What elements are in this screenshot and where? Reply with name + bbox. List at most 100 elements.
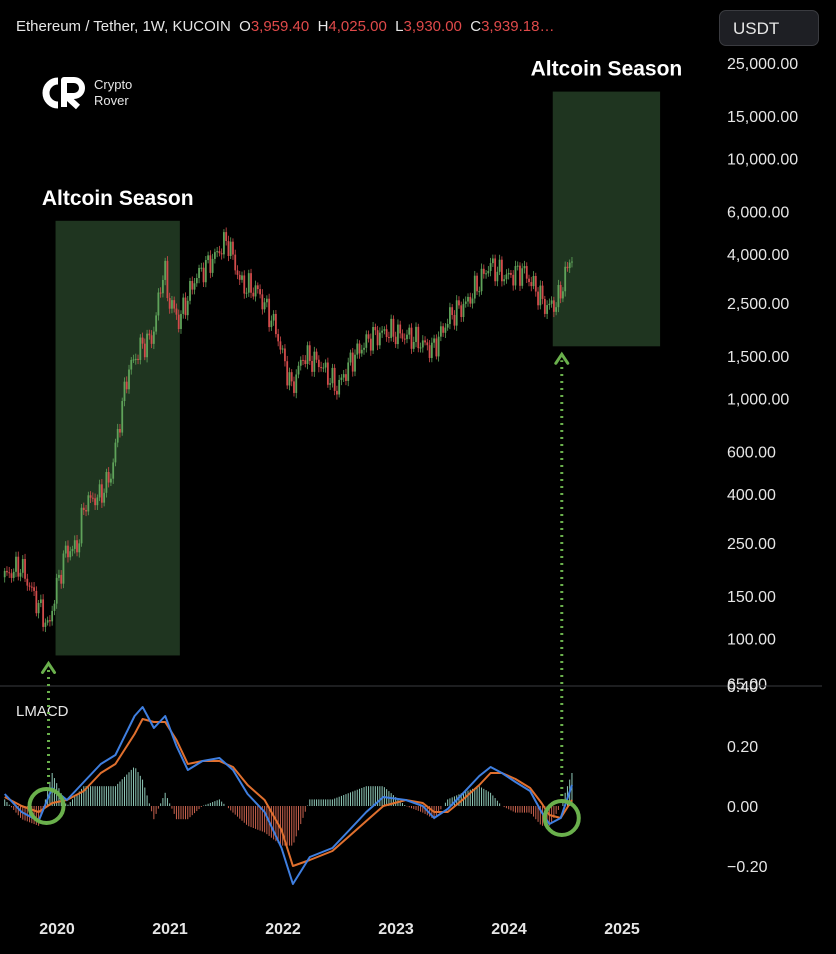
candle-body — [559, 284, 562, 299]
candle-body — [139, 337, 142, 360]
candle-body — [85, 510, 87, 512]
candle-body — [227, 241, 230, 256]
candle-body — [78, 543, 81, 553]
candle-body — [89, 495, 92, 498]
candle-body — [421, 340, 424, 348]
candle-body — [96, 497, 99, 506]
candle-body — [458, 300, 460, 306]
signal-circle-1 — [27, 787, 66, 825]
candle-body — [225, 232, 228, 242]
year-tick-label: 2022 — [265, 921, 301, 938]
candle-body — [33, 587, 35, 591]
candle-body — [243, 275, 246, 294]
candle-body — [103, 492, 106, 503]
candle-body — [12, 571, 15, 578]
candle-body — [376, 330, 379, 346]
candle-body — [6, 570, 8, 573]
candle-body — [220, 253, 223, 255]
candle-body — [128, 369, 130, 390]
candle-body — [331, 367, 334, 384]
candle-body — [73, 540, 76, 549]
candle-body — [381, 330, 384, 333]
candle-body — [105, 471, 108, 493]
candle-body — [238, 274, 241, 280]
candle-body — [548, 303, 551, 306]
open-value: 3,959.40 — [250, 18, 310, 35]
candle-body — [430, 342, 433, 358]
candle-body — [442, 326, 445, 333]
candle-body — [123, 381, 126, 402]
altcoin-season-label-2: Altcoin Season — [531, 58, 683, 81]
candle-body — [528, 278, 530, 283]
candle-body — [539, 285, 542, 306]
candle-body — [501, 259, 503, 282]
candle-body — [403, 338, 406, 340]
candle-body — [216, 251, 219, 253]
candle-body — [37, 602, 40, 614]
candle-body — [121, 401, 124, 433]
candle-body — [412, 341, 415, 349]
candle-body — [150, 335, 153, 344]
candle-body — [347, 362, 350, 381]
candle-body — [182, 297, 185, 314]
candle-body — [125, 381, 128, 390]
candle-body — [180, 313, 182, 330]
candle-body — [94, 498, 96, 506]
candle-body — [428, 345, 431, 358]
candle-body — [141, 337, 144, 344]
candle-body — [19, 572, 22, 577]
symbol-title: Ethereum / Tether, 1W, KUCOIN — [16, 18, 231, 35]
candle-body — [15, 556, 17, 572]
candle-body — [189, 280, 191, 301]
candle-body — [200, 267, 203, 269]
candle-body — [306, 345, 309, 364]
candle-body — [406, 334, 408, 340]
price-axis: 25,000.00 15,000.00 10,000.00 6,000.00 4,000… — [727, 56, 798, 693]
candle-body — [28, 585, 31, 587]
candle-body — [173, 300, 176, 309]
candle-body — [562, 291, 564, 299]
candle-body — [324, 362, 327, 368]
candle-body — [566, 266, 569, 269]
candle-body — [211, 258, 214, 273]
candle-body — [516, 265, 519, 267]
dotted-arrow-head-1 — [41, 660, 57, 674]
candle-body — [329, 383, 332, 385]
candle-body — [401, 333, 404, 339]
price-tick-label: 150.00 — [727, 589, 776, 606]
candle-body — [286, 361, 289, 386]
candle-body — [114, 442, 117, 463]
currency-button[interactable]: USDT — [719, 10, 819, 46]
candle-body — [236, 270, 239, 275]
candle-body — [487, 270, 490, 274]
candle-body — [53, 603, 56, 611]
macd-lines-layer — [3, 706, 573, 885]
candle-body — [186, 300, 189, 316]
candle-body — [299, 359, 302, 366]
candle-body — [137, 358, 139, 360]
candle-body — [213, 252, 216, 259]
candle-body — [435, 338, 438, 357]
candle-body — [496, 271, 499, 282]
candle-body — [546, 305, 548, 314]
candle-body — [107, 471, 110, 483]
candle-body — [134, 358, 137, 360]
candle-body — [202, 267, 205, 283]
price-tick-label: 1,000.00 — [727, 392, 789, 409]
candle-body — [514, 266, 517, 286]
candle-body — [356, 343, 359, 355]
candle-body — [223, 232, 225, 255]
candle-body — [568, 262, 571, 269]
candle-body — [76, 540, 78, 553]
candle-body — [247, 273, 250, 293]
candle-body — [360, 349, 363, 354]
candle-body — [550, 300, 553, 304]
candle-body — [302, 359, 304, 361]
candle-body — [184, 297, 187, 316]
candle-body — [512, 274, 515, 286]
candle-body — [462, 303, 465, 318]
macd-tick-label: 0.20 — [727, 739, 758, 756]
candle-body — [338, 379, 341, 395]
candle-body — [80, 507, 83, 544]
